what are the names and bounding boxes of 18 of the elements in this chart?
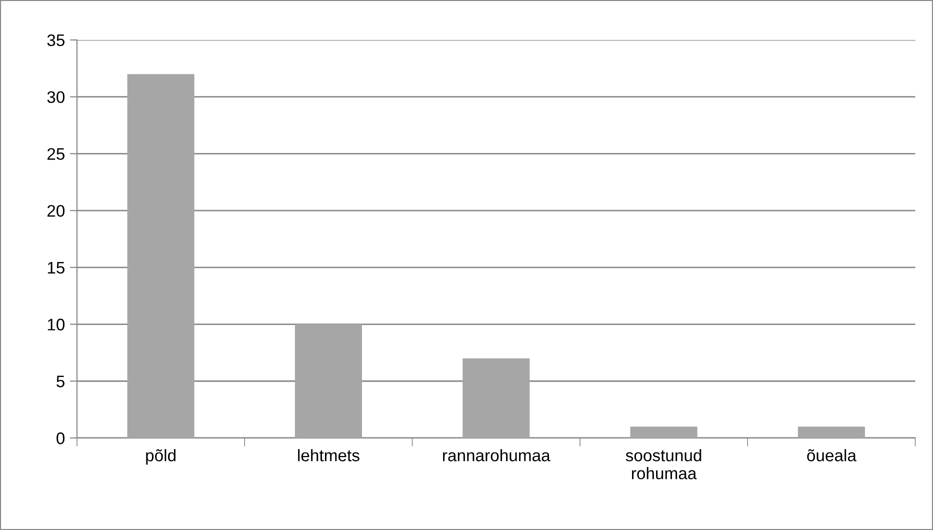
y-tick-label: 15 xyxy=(48,262,64,274)
bar xyxy=(127,74,194,438)
bar xyxy=(798,426,865,438)
y-tick-label: 20 xyxy=(47,204,65,217)
y-tick-label: 0 xyxy=(56,432,65,444)
bar xyxy=(630,426,698,438)
y-tick-label: 30 xyxy=(47,91,65,104)
bar xyxy=(462,358,530,438)
x-tick-label: soostunud rohumaa xyxy=(626,449,702,480)
y-tick-label: 10 xyxy=(48,318,65,330)
x-tick-label: põld xyxy=(146,449,176,465)
x-tick-label: rannarohumaa xyxy=(443,449,550,462)
y-tick-label: 35 xyxy=(47,34,64,46)
y-tick-label: 25 xyxy=(47,148,64,160)
y-tick-label: 5 xyxy=(56,376,64,388)
bar xyxy=(294,324,362,438)
x-tick-label: õueala xyxy=(807,449,856,462)
x-tick-label: lehtmets xyxy=(298,449,360,462)
